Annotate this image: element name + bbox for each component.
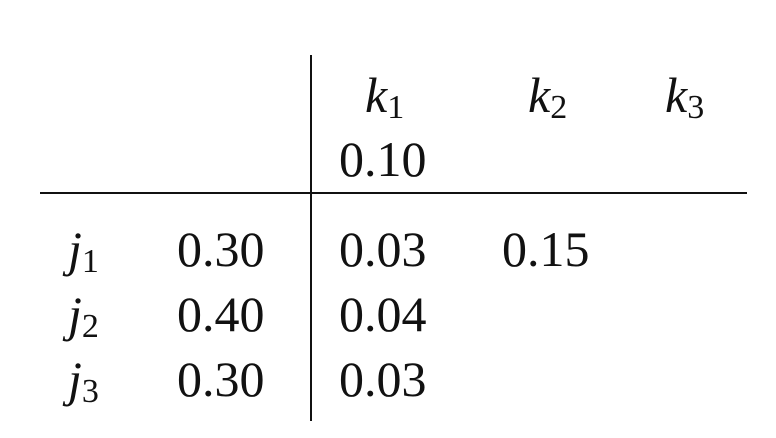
row-header-j2: j2 (68, 286, 99, 345)
row-header-j3: j3 (68, 351, 99, 410)
cell-j1-k2: 0.15 (502, 221, 590, 277)
horizontal-rule (40, 192, 747, 194)
vertical-rule (310, 55, 312, 421)
column-header-k1: k1 (365, 67, 405, 126)
row-marginal-j3: 0.30 (177, 351, 265, 407)
row-header-j1: j1 (68, 221, 99, 280)
column-marginal-k1: 0.10 (339, 131, 427, 187)
column-header-k2: k2 (528, 67, 568, 126)
cell-j1-k1: 0.03 (339, 221, 427, 277)
cell-j3-k1: 0.03 (339, 351, 427, 407)
row-marginal-j1: 0.30 (177, 221, 265, 277)
row-marginal-j2: 0.40 (177, 286, 265, 342)
cell-j2-k1: 0.04 (339, 286, 427, 342)
column-header-k3: k3 (665, 67, 705, 126)
